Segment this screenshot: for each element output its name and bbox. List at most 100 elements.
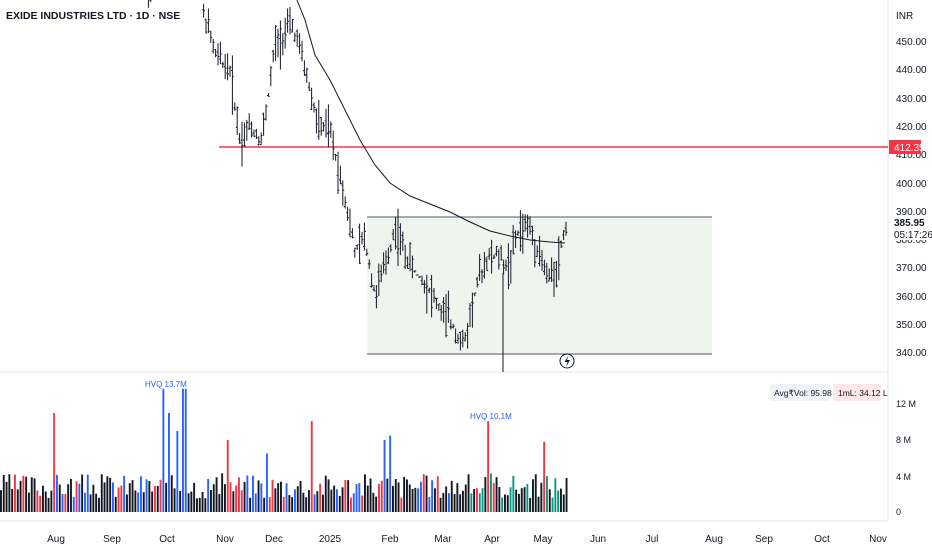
ohlc-bar (435, 297, 438, 310)
volume-bar (106, 476, 109, 512)
volume-bar (523, 487, 526, 512)
volume-bar (131, 480, 134, 512)
ohlc-bar (238, 133, 241, 144)
volume-bar (490, 473, 492, 512)
volume-bar (495, 477, 498, 512)
volume-bar (159, 479, 162, 512)
ohlc-bar (516, 230, 520, 236)
volume-bar (310, 421, 313, 512)
ohlc-bar (535, 245, 539, 257)
ohlc-bar (480, 269, 484, 284)
ohlc-bar (456, 333, 460, 344)
volume-bar (64, 494, 67, 512)
volume-bar (263, 497, 266, 512)
ohlc-bar (360, 231, 364, 245)
ohlc-bar (391, 228, 395, 241)
ohlc-bar (451, 323, 455, 329)
moving-average-line (296, 0, 566, 244)
volume-bar (114, 496, 117, 512)
ohlc-bar (271, 49, 275, 63)
volume-bar (548, 489, 551, 512)
volume-bar (537, 496, 540, 512)
price-tick-label: 400.00 (896, 179, 927, 190)
volume-bar (78, 483, 81, 512)
volume-bar (352, 493, 355, 512)
ohlc-bar (221, 61, 225, 68)
ohlc-bar (147, 0, 149, 8)
ohlc-bar (514, 230, 517, 248)
volume-axis[interactable]: 12 M 8 M 4 M 0 (896, 399, 916, 517)
volume-bar (389, 435, 392, 512)
volume-bar (470, 493, 473, 512)
volume-bar (291, 497, 294, 512)
ohlc-bar (478, 254, 481, 281)
volume-bar (378, 484, 380, 512)
avg-vol-badge[interactable]: Avg₹Vol: 95.98 Cr (770, 384, 843, 401)
ohlc-bar (545, 262, 549, 284)
symbol-title[interactable]: EXIDE INDUSTRIES LTD · 1D · NSE (6, 10, 180, 22)
ohlc-bar (235, 106, 239, 136)
volume-bar (260, 483, 263, 512)
level-price-tag[interactable]: 412.35 (889, 140, 925, 154)
volume-bar (364, 474, 366, 512)
price-tick-label: 430.00 (896, 94, 927, 105)
ohlc-bar (202, 3, 205, 18)
volume-bar (305, 497, 308, 512)
currency-label[interactable]: INR (896, 11, 913, 22)
volume-bar (557, 490, 560, 512)
volume-bar (406, 479, 408, 512)
flash-event-icon[interactable] (559, 353, 575, 369)
volume-bar (0, 490, 2, 512)
volume-bar (504, 494, 506, 512)
ohlc-bar (468, 303, 472, 327)
volume-bar (411, 488, 414, 512)
ohlc-bar (471, 292, 474, 328)
volume-bar (428, 497, 431, 512)
ohlc-bar (312, 102, 316, 113)
volume-bar (47, 497, 50, 512)
volume-bar (445, 486, 448, 512)
ohlc-bar (331, 130, 335, 161)
volume-bar (268, 497, 271, 512)
volume-bar (341, 487, 344, 512)
volume-bar (235, 485, 238, 512)
ohlc-bar (555, 260, 558, 288)
time-axis-label: Feb (381, 534, 399, 545)
price-axis[interactable]: 450.00 440.00 430.00 420.00 410.00 400.00 390.… (896, 37, 927, 359)
volume-bar (280, 481, 282, 512)
ohlc-bar (288, 6, 292, 35)
ohlc-bar (339, 165, 342, 185)
onem-badge[interactable]: 1mL: 34.12 L (833, 384, 888, 401)
ohlc-bar (257, 136, 261, 146)
ohlc-bar (298, 33, 301, 54)
current-price-tag[interactable]: 385.95 05:17:26 (889, 216, 932, 241)
volume-bar (156, 486, 159, 512)
volume-bar (308, 490, 310, 512)
ohlc-bar (240, 121, 244, 167)
volume-bar (22, 475, 25, 512)
volume-bar (414, 487, 417, 512)
volume-bar (560, 488, 562, 512)
volume-bar (492, 483, 495, 512)
volume-bar (422, 474, 425, 512)
ohlc-bar (509, 250, 513, 284)
volume-bar (526, 483, 529, 512)
ohlc-bar (295, 29, 299, 47)
volume-bar (476, 488, 478, 512)
volume-bar (201, 491, 204, 512)
ohlc-bar (521, 213, 525, 254)
volume-bar (100, 474, 103, 512)
volume-bar (128, 483, 131, 512)
ohlc-bar (274, 25, 277, 62)
volume-bar (448, 493, 450, 512)
volume-bar (327, 479, 330, 512)
ohlc-bar (379, 264, 383, 283)
time-axis[interactable]: Aug Sep Oct Nov Dec 2025 Feb Mar Apr May Jun Jul Aug… (47, 534, 887, 545)
price-tick-label: 380.00 (896, 235, 927, 246)
ohlc-bar (264, 104, 268, 121)
volume-bar (179, 491, 182, 512)
volume-bar (459, 494, 462, 512)
ohlc-bar (300, 40, 304, 62)
ohlc-bar (475, 276, 479, 288)
